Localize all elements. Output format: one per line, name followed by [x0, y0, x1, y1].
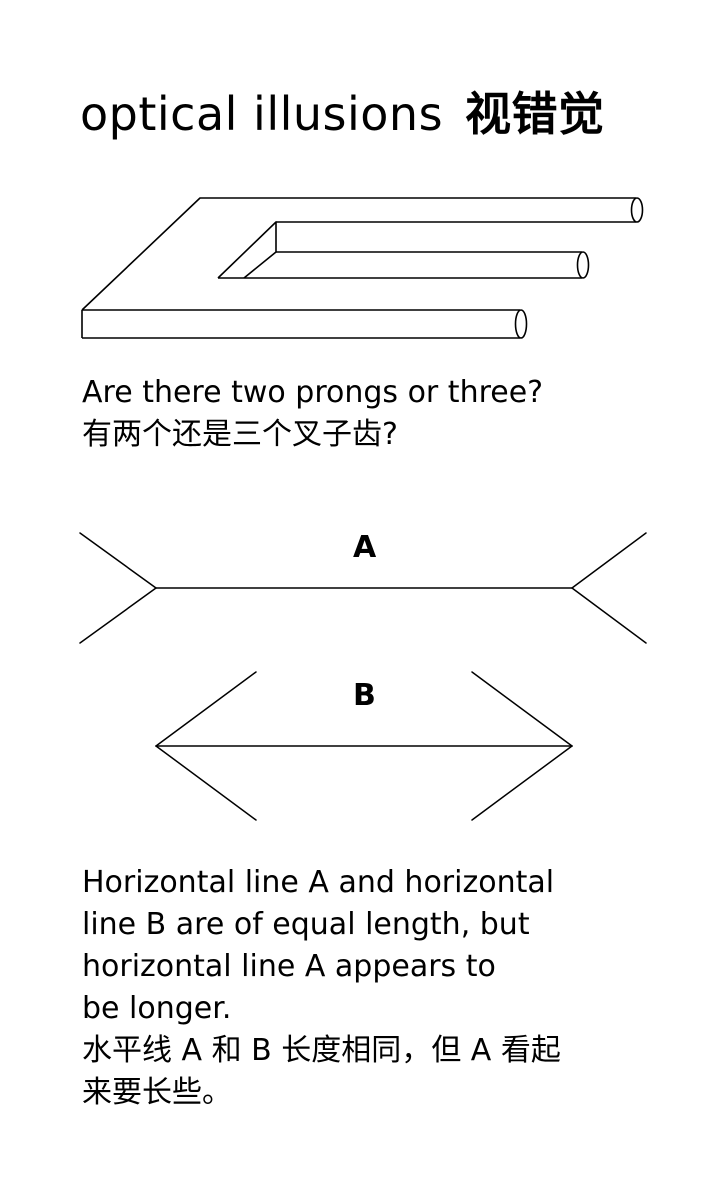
- lines-caption-zh-1: 水平线 A 和 B 长度相同，但 A 看起: [82, 1033, 561, 1068]
- lines-caption-en-4: be longer.: [82, 991, 232, 1026]
- trident-bottom-prong-cap: [514, 309, 528, 339]
- label-a: A: [353, 530, 377, 565]
- line-a-left-fin-bottom: [79, 587, 157, 644]
- lines-caption-zh-2: 来要长些。: [82, 1075, 232, 1110]
- page-title: optical illusions 视错觉: [80, 78, 605, 144]
- muller-lyer-figure: [79, 532, 647, 821]
- label-b: B: [353, 678, 376, 713]
- line-a-left-fin-top: [79, 532, 157, 589]
- line-b-right-fin-bottom: [471, 745, 573, 821]
- line-b-right-fin-top: [471, 671, 573, 747]
- line-a-right-fin-bottom: [571, 587, 647, 644]
- lines-caption-en-3: horizontal line A appears to: [82, 949, 496, 984]
- prongs-caption-english: Are there two prongs or three?: [82, 375, 544, 410]
- impossible-trident-figure: [81, 197, 644, 339]
- prongs-caption: Are there two prongs or three? 有两个还是三个叉子…: [82, 372, 543, 456]
- lines-caption: Horizontal line A and horizontal line B …: [82, 862, 561, 1114]
- trident-inner-notch: [217, 221, 277, 279]
- line-b-left-fin-bottom: [155, 745, 257, 821]
- trident-outer-edge: [81, 197, 636, 311]
- prongs-caption-chinese: 有两个还是三个叉子齿?: [82, 417, 398, 452]
- line-a-right-fin-top: [571, 532, 647, 589]
- trident-middle-prong-cap: [576, 251, 590, 279]
- trident-top-prong-cap: [630, 197, 644, 223]
- title-english: optical illusions: [80, 87, 444, 141]
- line-b-left-fin-top: [155, 671, 257, 747]
- lines-caption-en-1: Horizontal line A and horizontal: [82, 865, 555, 900]
- lines-caption-en-2: line B are of equal length, but: [82, 907, 530, 942]
- title-chinese: 视错觉: [465, 87, 605, 141]
